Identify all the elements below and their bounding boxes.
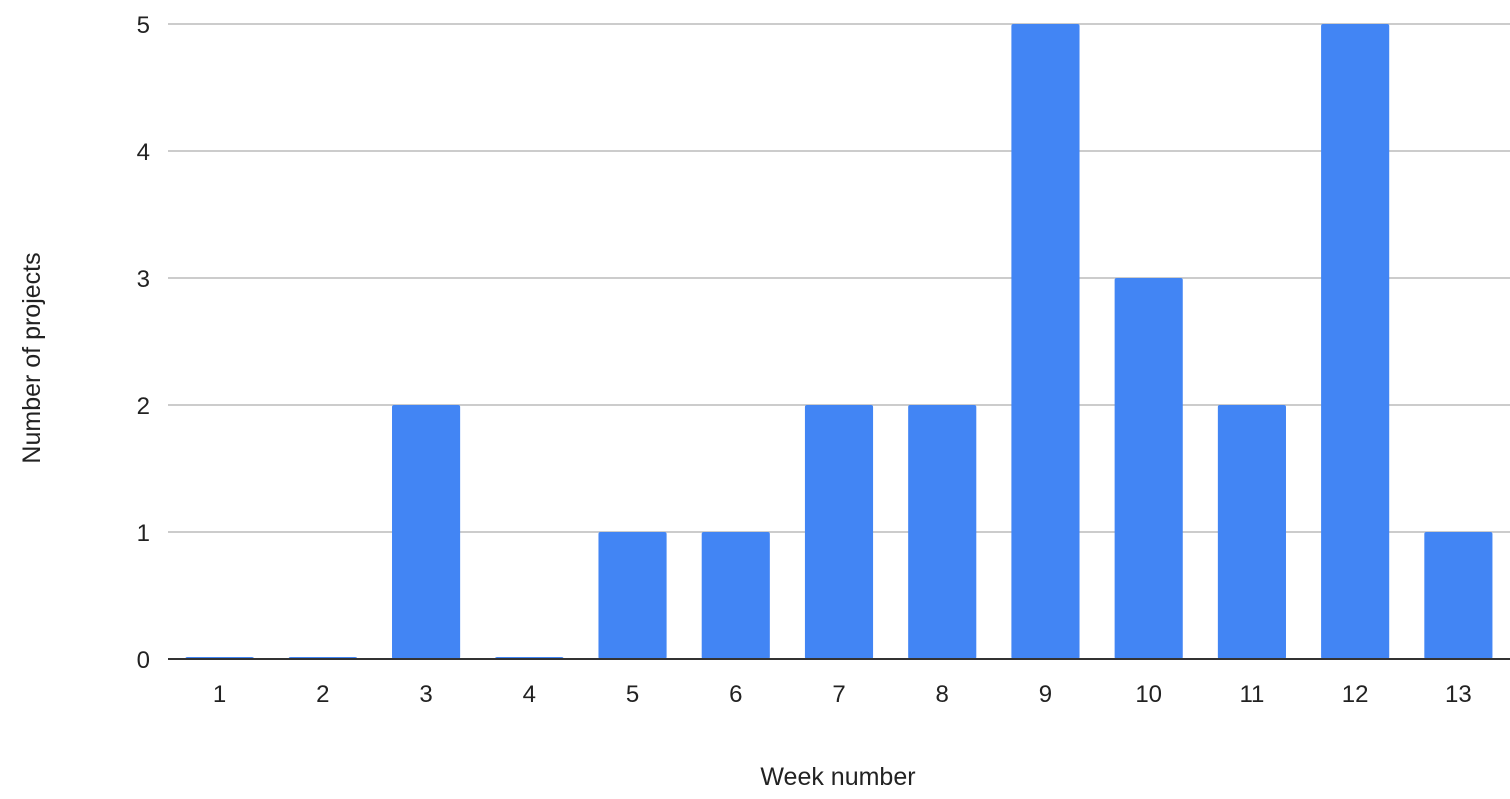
x-tick-label: 12 — [1342, 681, 1369, 708]
bar-week-12 — [1321, 24, 1390, 659]
x-tick-label: 7 — [832, 681, 845, 708]
y-tick-label: 4 — [137, 139, 150, 166]
x-tick-label: 13 — [1445, 681, 1472, 708]
y-tick-label: 2 — [137, 393, 150, 420]
y-tick-label: 5 — [137, 12, 150, 39]
x-tick-label: 6 — [729, 681, 742, 708]
y-tick-label: 1 — [137, 520, 150, 547]
bar-week-3 — [392, 405, 461, 659]
x-tick-label: 5 — [626, 681, 639, 708]
y-tick-label: 0 — [137, 647, 150, 674]
bar-week-10 — [1114, 278, 1183, 659]
bar-week-6 — [701, 532, 770, 659]
x-tick-labels: 1 2 3 4 5 6 7 8 9 10 11 12 13 — [213, 681, 1472, 708]
y-axis-title: Number of projects — [18, 252, 46, 463]
gridlines — [168, 23, 1510, 533]
x-tick-label: 1 — [213, 681, 226, 708]
x-tick-label: 11 — [1239, 681, 1264, 708]
y-tick-label: 3 — [137, 266, 150, 293]
bar-week-5 — [598, 532, 667, 659]
bar-week-7 — [804, 405, 874, 659]
bars — [185, 24, 1493, 659]
bar-week-13 — [1424, 532, 1493, 659]
bar-week-11 — [1217, 405, 1286, 659]
y-tick-labels: 0 1 2 3 4 5 — [137, 12, 150, 674]
x-tick-label: 3 — [419, 681, 432, 708]
x-axis-title: Week number — [760, 763, 915, 791]
x-tick-label: 10 — [1135, 681, 1162, 708]
x-tick-label: 4 — [523, 681, 536, 708]
bar-week-9 — [1011, 24, 1080, 659]
bar-week-8 — [908, 405, 977, 659]
x-tick-label: 8 — [936, 681, 949, 708]
x-tick-label: 9 — [1039, 681, 1052, 708]
x-tick-label: 2 — [316, 681, 329, 708]
